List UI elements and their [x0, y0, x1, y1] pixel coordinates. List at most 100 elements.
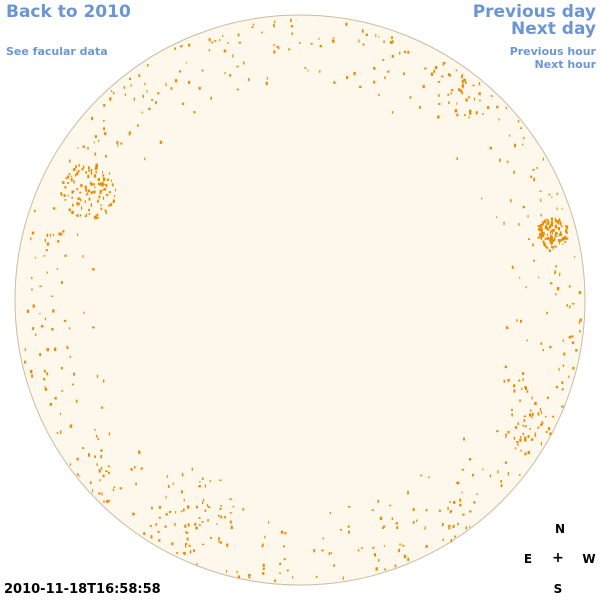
facula-mark — [76, 458, 78, 461]
facula-mark — [44, 386, 46, 390]
facula-mark — [559, 233, 561, 237]
facula-mark — [526, 339, 529, 342]
facula-mark — [536, 166, 538, 169]
facula-mark — [261, 545, 263, 548]
facula-mark — [569, 305, 571, 309]
facula-mark — [95, 214, 97, 218]
facula-mark — [95, 165, 98, 169]
facula-mark — [67, 194, 69, 197]
facula-mark — [99, 479, 101, 482]
facula-mark — [146, 90, 148, 93]
facula-mark — [172, 482, 174, 486]
facula-mark — [237, 575, 240, 578]
facula-mark — [455, 69, 458, 72]
facula-mark — [44, 317, 46, 321]
facula-mark — [79, 214, 82, 217]
facula-mark — [224, 72, 226, 75]
facula-mark — [137, 124, 139, 127]
facula-mark — [90, 171, 93, 175]
facula-mark — [332, 37, 335, 39]
facula-mark — [524, 386, 527, 388]
facula-mark — [548, 193, 551, 196]
compass-center-cross: + — [552, 550, 564, 566]
facula-mark — [262, 567, 265, 571]
facula-mark — [383, 525, 386, 528]
facula-mark — [522, 432, 525, 436]
facula-mark — [505, 433, 507, 437]
facula-mark — [138, 450, 141, 454]
facula-mark — [442, 538, 444, 542]
facula-mark — [353, 72, 356, 76]
facula-mark — [544, 219, 547, 223]
facula-mark — [106, 499, 109, 504]
facula-mark — [533, 259, 535, 262]
facula-mark — [460, 89, 463, 93]
facula-mark — [434, 66, 438, 69]
facula-mark — [568, 285, 571, 288]
facula-mark — [532, 438, 534, 441]
facula-mark — [463, 114, 466, 116]
facula-mark — [100, 207, 103, 211]
facula-mark — [93, 190, 96, 194]
facula-mark — [102, 178, 106, 181]
facula-mark — [155, 523, 158, 526]
facula-mark — [555, 265, 558, 268]
facula-mark — [112, 488, 115, 491]
facula-mark — [347, 525, 350, 528]
facula-mark — [96, 463, 98, 466]
facula-mark — [201, 69, 204, 72]
facula-mark — [220, 515, 223, 519]
facula-mark — [566, 237, 569, 240]
facula-mark — [94, 135, 97, 138]
facula-mark — [383, 40, 385, 43]
facula-mark — [348, 505, 351, 508]
facula-mark — [382, 59, 385, 61]
see-facular-data-link[interactable]: See facular data — [6, 45, 108, 58]
facula-mark — [77, 214, 79, 218]
facula-mark — [188, 80, 191, 83]
facula-mark — [361, 29, 364, 33]
facula-mark — [63, 319, 67, 322]
facula-mark — [140, 467, 143, 470]
facula-mark — [144, 157, 146, 161]
facula-mark — [107, 465, 110, 468]
facula-mark — [113, 486, 116, 489]
facula-mark — [195, 526, 198, 530]
facula-mark — [449, 501, 451, 503]
facula-mark — [551, 235, 553, 238]
facula-mark — [280, 530, 284, 534]
facula-mark — [578, 291, 582, 295]
facula-mark — [218, 539, 220, 543]
facula-mark — [93, 174, 96, 178]
facula-mark — [557, 239, 560, 242]
facula-mark — [243, 61, 245, 65]
facula-mark — [523, 419, 526, 422]
facula-mark — [552, 239, 555, 242]
facula-mark — [158, 505, 162, 509]
next-hour-link[interactable]: Next hour — [534, 58, 597, 71]
facula-mark — [155, 101, 157, 105]
facula-mark — [578, 320, 581, 324]
back-to-year-link[interactable]: Back to 2010 — [6, 2, 131, 22]
facula-mark — [542, 157, 544, 161]
facula-mark — [538, 276, 540, 279]
next-day-link[interactable]: Next day — [511, 19, 596, 39]
facula-mark — [43, 377, 46, 381]
facula-mark — [555, 385, 558, 389]
facula-mark — [100, 455, 102, 459]
facula-mark — [454, 109, 458, 113]
facula-mark — [93, 141, 95, 144]
facula-mark — [358, 39, 360, 43]
facula-mark — [227, 42, 229, 44]
facula-mark — [357, 549, 360, 552]
facula-mark — [524, 425, 527, 428]
facula-mark — [83, 165, 85, 169]
previous-day-link[interactable]: Previous day — [472, 2, 596, 22]
facula-mark — [104, 209, 107, 212]
facula-mark — [98, 492, 101, 495]
facula-mark — [111, 204, 113, 206]
facula-mark — [511, 413, 513, 417]
facula-mark — [391, 36, 393, 40]
previous-hour-link[interactable]: Previous hour — [509, 45, 596, 58]
